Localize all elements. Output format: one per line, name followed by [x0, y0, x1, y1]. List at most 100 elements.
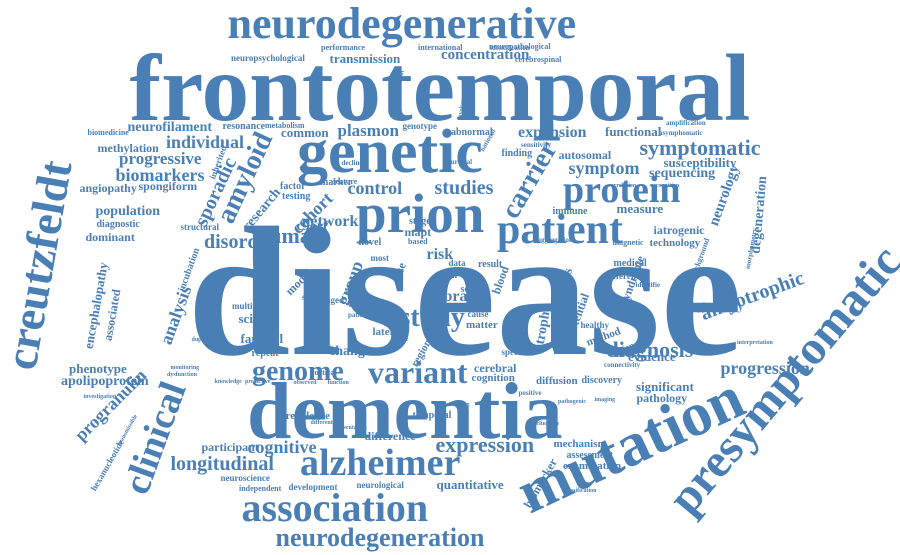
word-recognition: recognition [650, 183, 680, 189]
word-dominant: dominant [85, 230, 135, 244]
word-differential: differential [310, 420, 340, 426]
word-connectivity: connectivity [604, 360, 641, 369]
word-frontotemporal: frontotemporal [129, 34, 751, 141]
word-aged: aged [326, 294, 344, 305]
word-score: score [302, 291, 322, 302]
word-network: network [301, 213, 359, 230]
word-genotype: genotype [402, 120, 438, 131]
word-positive: positive [518, 388, 542, 397]
word-independent: independent [239, 484, 282, 493]
word-progressive: progressive [119, 148, 202, 168]
word-pathogenic: pathogenic [558, 399, 587, 405]
word-individual: individual [166, 132, 245, 152]
word-lateral: lateral [372, 325, 404, 338]
word-susceptibility: susceptibility [663, 154, 737, 170]
word-significant: significant [636, 378, 694, 394]
word-scale: scale [460, 284, 482, 295]
word-studies: studies [434, 177, 494, 199]
word-biomarkers: biomarkers [115, 165, 205, 185]
word-temporal: temporal [412, 410, 452, 421]
word-specific: specific [501, 346, 531, 357]
word-result: result [478, 259, 503, 270]
word-interpretation: interpretation [737, 340, 773, 346]
word-survival: survival [448, 157, 473, 166]
word-prevalence: prevalence [279, 409, 331, 422]
word-correlation: correlation [608, 183, 637, 189]
word-cause: cause [467, 308, 489, 319]
word-plasmon: plasmon [337, 120, 399, 140]
word-common: common [281, 124, 329, 140]
word-expression: expression [435, 432, 535, 457]
word-alzheimer: alzheimer [300, 442, 461, 484]
word-participant: participant [201, 440, 259, 454]
word-mechanism: mechanism [553, 437, 607, 450]
word-difference: difference [364, 429, 416, 443]
word-marker: marker [320, 177, 353, 188]
word-neurological: neurological [356, 479, 404, 490]
word-change: change [329, 344, 371, 359]
word-diagnosis: diagnosis [606, 337, 694, 362]
word-identifie: identifie [635, 280, 661, 289]
word-novel: novel [358, 237, 382, 248]
word-matter: matter [466, 318, 498, 331]
word-monitoring: monitoring [170, 365, 200, 371]
word-abnormal: abnormal [451, 127, 493, 138]
word-neuropsychological: neuropsychological [231, 52, 305, 63]
word-discovery: discovery [581, 375, 623, 386]
word-cortical: cortical [311, 368, 337, 377]
word-longitudinal: longitudinal [170, 453, 274, 475]
word-study: study [399, 302, 465, 333]
word-symptomatic: symptomatic [639, 135, 761, 160]
word-risk: risk [426, 246, 454, 263]
word-diffusion: diffusion [536, 374, 578, 387]
word-whole: whole [393, 337, 409, 343]
word-diagnostic: diagnostic [96, 219, 140, 230]
word-symptom: symptom [568, 158, 640, 178]
word-stage: stage [409, 216, 431, 227]
word-observed: observed [293, 380, 317, 386]
word-mapt: mapt [404, 225, 432, 239]
word-dementia: dementia [247, 368, 563, 456]
word-phenocopy: phenocopy [697, 302, 744, 313]
word-technology: technology [649, 236, 701, 249]
word-knowledge: knowledge [214, 379, 242, 385]
word-measure: measure [616, 200, 664, 216]
word-immune: immune [552, 206, 588, 217]
word-familial: familial [240, 330, 284, 346]
word-performance: performance [321, 43, 365, 52]
word-factor: factor [280, 181, 306, 192]
word-testing: testing [282, 191, 311, 202]
word-population: population [95, 204, 161, 219]
word-sequencing: sequencing [649, 166, 716, 181]
word-duplication: duplication [191, 337, 221, 343]
word-cognitive: cognitive [247, 437, 317, 457]
word-feature: feature [333, 177, 358, 186]
word-science: science [238, 310, 278, 326]
word-genetic: genetic [297, 118, 483, 186]
word-progression: progression [720, 358, 810, 378]
word-concentration: concentration [441, 46, 530, 63]
word-classification: classification [563, 488, 597, 494]
word-neurodegeneration: neurodegeneration [275, 523, 485, 552]
word-phenotype: phenotype [69, 360, 127, 376]
word-association: association [241, 485, 429, 530]
word-neurofilament: neurofilament [127, 120, 213, 135]
word-neuroscience: neuroscience [220, 472, 270, 483]
word-international: international [418, 43, 463, 52]
word-evidence: evidence [628, 348, 676, 364]
word-apolipoprotein: apolipoprotein [61, 374, 149, 389]
word-examination: examination [563, 459, 622, 472]
word-iatrogenic: iatrogenic [653, 223, 705, 237]
word-patients: patients [348, 310, 372, 319]
word-protein: protein [563, 169, 681, 211]
word-different: different [605, 270, 639, 281]
word-assessment: assessment [566, 450, 614, 461]
word-imaging: imaging [594, 397, 616, 403]
word-disorder: disorder [204, 231, 277, 253]
word-most: most [370, 252, 390, 263]
word-pathology: pathology [636, 391, 688, 405]
word-functional: functional [605, 123, 662, 139]
word-clinically: clinically [536, 421, 560, 427]
word-structural: structural [180, 221, 220, 232]
